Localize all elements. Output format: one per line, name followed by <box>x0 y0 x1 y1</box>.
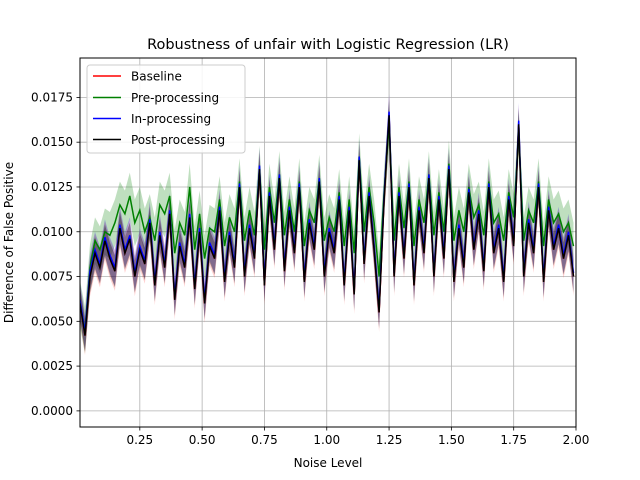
line-pre-processing <box>80 124 575 331</box>
x-tick-label: 1.75 <box>500 433 527 447</box>
x-axis-title: Noise Level <box>294 456 363 470</box>
y-tick-label: 0.0175 <box>31 90 73 104</box>
y-axis-title: Difference of False Positive <box>2 162 16 323</box>
y-tick-label: 0.0025 <box>31 359 73 373</box>
chart-title: Robustness of unfair with Logistic Regre… <box>147 37 509 53</box>
y-tick-label: 0.0000 <box>31 404 73 418</box>
legend: Baseline Pre-processing In-processing Po… <box>86 64 246 154</box>
legend-label-pre-processing: Pre-processing <box>131 91 219 105</box>
x-tick-label: 0.50 <box>189 433 216 447</box>
x-tick-label: 1.50 <box>438 433 465 447</box>
plot-frame <box>79 57 577 428</box>
y-tick-label: 0.0100 <box>31 225 73 239</box>
x-tick-label: 2.00 <box>563 433 590 447</box>
y-tick-label: 0.0150 <box>31 135 73 149</box>
x-tick-label: 0.75 <box>251 433 278 447</box>
legend-label-baseline: Baseline <box>131 70 182 84</box>
line-post-processing <box>80 115 575 336</box>
y-axis-ticks: 0.0000 0.0025 0.0050 0.0075 0.0100 0.0125 0.01… <box>31 90 80 418</box>
legend-label-post-processing: Post-processing <box>131 133 225 147</box>
y-tick-label: 0.0075 <box>31 270 73 284</box>
x-tick-label: 0.25 <box>126 433 153 447</box>
x-tick-label: 1.00 <box>313 433 340 447</box>
x-axis-ticks: 0.25 0.50 0.75 1.00 1.25 1.50 1.75 2.00 <box>126 427 589 447</box>
y-tick-label: 0.0050 <box>31 314 73 328</box>
legend-box <box>86 64 246 154</box>
series-lines <box>80 111 575 336</box>
y-tick-label: 0.0125 <box>31 180 73 194</box>
x-tick-label: 1.25 <box>376 433 403 447</box>
legend-label-in-processing: In-processing <box>131 112 211 126</box>
